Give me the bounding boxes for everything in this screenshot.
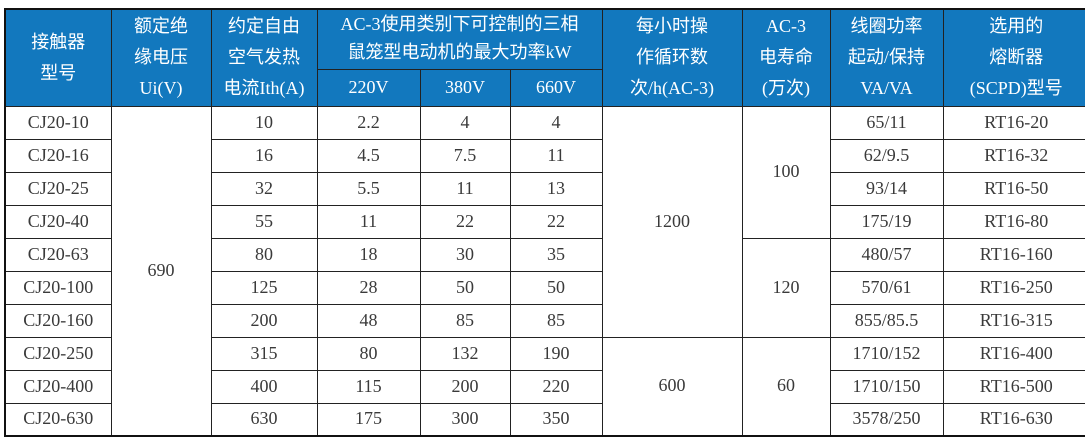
cell-model: CJ20-250 — [4, 336, 112, 371]
contactor-spec-table: 接触器 型号 额定绝 缘电压 Ui(V) 约定自由 空气发热 电流Ith(A) … — [4, 8, 1085, 437]
cell-power-380v: 200 — [419, 369, 511, 404]
cell-model: CJ20-25 — [4, 171, 112, 206]
header-row-2: 220V 380V 660V — [5, 68, 1085, 107]
cell-power-220v: 18 — [316, 237, 421, 272]
cell-ith: 400 — [210, 369, 318, 404]
cell-power-220v: 175 — [316, 402, 421, 437]
header-coil-power: 线圈功率 起动/保持 VA/VA — [829, 8, 944, 107]
cell-fuse-type: RT16-500 — [942, 369, 1085, 404]
cell-model: CJ20-160 — [4, 303, 112, 338]
cell-power-660v: 11 — [509, 138, 603, 173]
table-row: CJ20-630 630 175 300 350 3578/250 RT16-6… — [4, 402, 1085, 437]
table-row: CJ20-100 125 28 50 50 570/61 RT16-250 — [4, 270, 1085, 305]
cell-power-220v: 5.5 — [316, 171, 421, 206]
cell-ith: 630 — [210, 402, 318, 437]
cell-power-660v: 4 — [509, 105, 603, 140]
cell-power-380v: 11 — [419, 171, 511, 206]
header-row-1: 接触器 型号 额定绝 缘电压 Ui(V) 约定自由 空气发热 电流Ith(A) … — [4, 8, 1085, 107]
cell-coil-power: 3578/250 — [829, 402, 944, 437]
cell-cycles-600: 600 — [601, 336, 743, 437]
cell-ith: 125 — [210, 270, 318, 305]
cell-model: CJ20-400 — [4, 369, 112, 404]
cell-coil-power: 570/61 — [829, 270, 944, 305]
cell-ith: 16 — [210, 138, 318, 173]
cell-power-660v: 50 — [509, 270, 603, 305]
cell-fuse-type: RT16-630 — [942, 402, 1085, 437]
table-row: CJ20-16 16 4.5 7.5 11 62/9.5 RT16-32 — [4, 138, 1085, 173]
cell-power-660v: 22 — [509, 204, 603, 239]
cell-ith: 32 — [210, 171, 318, 206]
cell-power-220v: 28 — [316, 270, 421, 305]
header-insulation-voltage: 额定绝 缘电压 Ui(V) — [110, 8, 212, 107]
cell-fuse-type: RT16-160 — [942, 237, 1085, 272]
cell-ui-voltage: 690 — [110, 105, 212, 437]
cell-power-220v: 80 — [316, 336, 421, 371]
cell-coil-power: 1710/152 — [829, 336, 944, 371]
cell-life-120: 120 — [741, 237, 831, 338]
cell-model: CJ20-40 — [4, 204, 112, 239]
cell-coil-power: 480/57 — [829, 237, 944, 272]
cell-power-660v: 13 — [509, 171, 603, 206]
cell-coil-power: 1710/150 — [829, 369, 944, 404]
cell-power-660v: 350 — [509, 402, 603, 437]
cell-power-380v: 30 — [419, 237, 511, 272]
cell-ith: 200 — [210, 303, 318, 338]
cell-power-220v: 11 — [316, 204, 421, 239]
cell-model: CJ20-10 — [4, 105, 112, 140]
cell-cycles-1200: 1200 — [601, 105, 743, 338]
cell-fuse-type: RT16-50 — [942, 171, 1085, 206]
cell-power-380v: 132 — [419, 336, 511, 371]
cell-model: CJ20-16 — [4, 138, 112, 173]
cell-power-380v: 85 — [419, 303, 511, 338]
cell-ith: 80 — [210, 237, 318, 272]
cell-power-660v: 190 — [509, 336, 603, 371]
header-ac3-power-group: AC-3使用类别下可控制的三相 鼠笼型电动机的最大功率kW — [316, 8, 603, 70]
cell-coil-power: 93/14 — [829, 171, 944, 206]
cell-power-220v: 4.5 — [316, 138, 421, 173]
header-sub-380v: 380V — [419, 68, 511, 107]
table-row: CJ20-250 315 80 132 190 600 60 1710/152 … — [4, 336, 1085, 437]
cell-power-380v: 7.5 — [419, 138, 511, 173]
cell-power-380v: 50 — [419, 270, 511, 305]
cell-ith: 10 — [210, 105, 318, 140]
cell-power-660v: 220 — [509, 369, 603, 404]
table-row: CJ20-10 690 10 2.2 4 4 1200 100 65/11 RT… — [4, 105, 1085, 437]
cell-life-100: 100 — [741, 105, 831, 239]
cell-ith: 55 — [210, 204, 318, 239]
table-row: CJ20-40 55 11 22 22 175/19 RT16-80 — [4, 204, 1085, 239]
table-row: CJ20-25 32 5.5 11 13 93/14 RT16-50 — [4, 171, 1085, 206]
cell-fuse-type: RT16-80 — [942, 204, 1085, 239]
cell-fuse-type: RT16-315 — [942, 303, 1085, 338]
header-electrical-life: AC-3 电寿命 (万次) — [741, 8, 831, 107]
table-row: CJ20-400 400 115 200 220 1710/150 RT16-5… — [4, 369, 1085, 404]
cell-coil-power: 62/9.5 — [829, 138, 944, 173]
cell-power-220v: 115 — [316, 369, 421, 404]
cell-ith: 315 — [210, 336, 318, 371]
cell-power-660v: 35 — [509, 237, 603, 272]
header-model: 接触器 型号 — [4, 8, 112, 107]
cell-coil-power: 855/85.5 — [829, 303, 944, 338]
cell-fuse-type: RT16-250 — [942, 270, 1085, 305]
header-fuse-type: 选用的 熔断器 (SCPD)型号 — [942, 8, 1085, 107]
header-sub-660v: 660V — [509, 68, 603, 107]
cell-fuse-type: RT16-32 — [942, 138, 1085, 173]
cell-fuse-type: RT16-20 — [942, 105, 1085, 140]
cell-power-220v: 2.2 — [316, 105, 421, 140]
cell-model: CJ20-100 — [4, 270, 112, 305]
header-sub-220v: 220V — [316, 68, 421, 107]
cell-life-60: 60 — [741, 336, 831, 437]
cell-model: CJ20-630 — [4, 402, 112, 437]
header-thermal-current: 约定自由 空气发热 电流Ith(A) — [210, 8, 318, 107]
table-row: CJ20-160 200 48 85 85 855/85.5 RT16-315 — [4, 303, 1085, 338]
header-cycles-per-hour: 每小时操 作循环数 次/h(AC-3) — [601, 8, 743, 107]
cell-power-380v: 22 — [419, 204, 511, 239]
cell-power-380v: 4 — [419, 105, 511, 140]
cell-power-660v: 85 — [509, 303, 603, 338]
cell-power-220v: 48 — [316, 303, 421, 338]
cell-fuse-type: RT16-400 — [942, 336, 1085, 371]
cell-model: CJ20-63 — [4, 237, 112, 272]
cell-power-380v: 300 — [419, 402, 511, 437]
cell-coil-power: 175/19 — [829, 204, 944, 239]
cell-coil-power: 65/11 — [829, 105, 944, 140]
